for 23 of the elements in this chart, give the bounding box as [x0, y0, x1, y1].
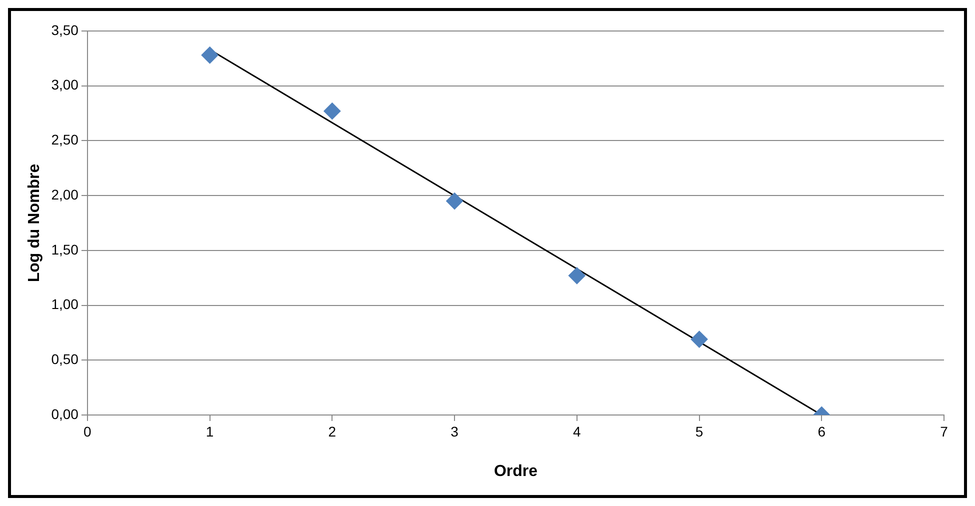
- y-tick-label: 2,50: [51, 132, 79, 148]
- point: [690, 330, 708, 348]
- y-tick-label: 1,50: [51, 241, 79, 258]
- x-tick-label: 3: [450, 423, 459, 440]
- y-axis-title: Log du Nombre: [26, 164, 44, 282]
- point: [568, 267, 586, 284]
- x-tick-label: 4: [573, 423, 582, 440]
- y-tick-label: 0,00: [51, 406, 79, 422]
- x-axis-title: Ordre: [494, 462, 538, 480]
- x-tick-label: 5: [695, 423, 704, 440]
- x-tick-label: 1: [206, 423, 214, 440]
- x-tick-label: 7: [940, 423, 948, 440]
- point: [201, 46, 218, 64]
- x-tick-label: 2: [328, 423, 336, 440]
- x-tick-label: 0: [84, 423, 92, 440]
- x-tick-label: 6: [818, 423, 826, 440]
- y-tick-label: 0,50: [51, 351, 79, 367]
- point: [446, 192, 464, 210]
- y-tick-label: 3,00: [51, 76, 79, 93]
- y-tick-label: 1,00: [51, 296, 79, 312]
- y-tick-label: 3,50: [51, 22, 79, 38]
- y-tick-label: 2,00: [51, 186, 79, 202]
- point: [324, 102, 341, 120]
